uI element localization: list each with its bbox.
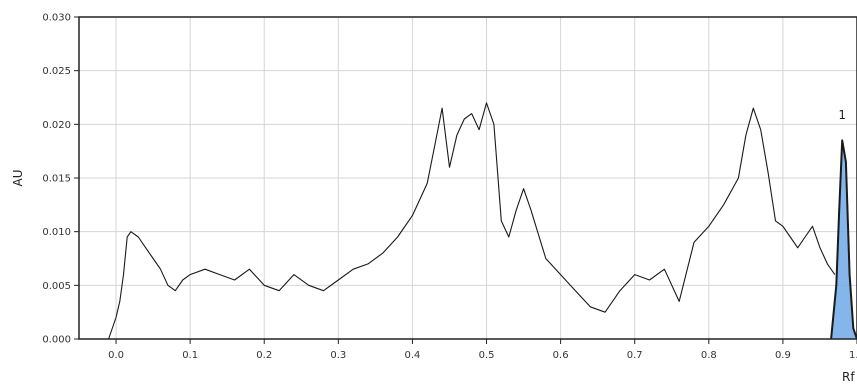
x-tick-label: 0.9 — [775, 350, 791, 361]
y-axis-label: AU — [11, 170, 25, 187]
peak-number-label: 1 — [838, 108, 846, 122]
y-tick-label: 0.015 — [42, 174, 71, 185]
series-layer — [79, 102, 857, 340]
x-tick-label: 0.7 — [627, 350, 643, 361]
y-tick-label: 0.010 — [42, 227, 71, 238]
x-tick-label: 0.2 — [256, 350, 272, 361]
densitogram-line — [79, 102, 836, 340]
x-tick-label: 0.8 — [701, 350, 717, 361]
y-tick-label: 0.000 — [42, 335, 71, 346]
x-tick-label: 0.6 — [553, 350, 569, 361]
x-tick-label: 0.4 — [404, 350, 420, 361]
x-tick-label: 0.1 — [182, 350, 198, 361]
x-axis-label: Rf — [842, 370, 855, 384]
x-tick-label: 0.3 — [330, 350, 346, 361]
x-tick-label: 0.5 — [479, 350, 495, 361]
y-tick-label: 0.005 — [42, 281, 71, 292]
y-tick-label: 0.020 — [42, 120, 71, 131]
y-tick-label: 0.030 — [42, 13, 71, 24]
x-tick-label: 1.0 — [849, 350, 857, 361]
x-tick-label: 0.0 — [108, 350, 124, 361]
peak-line — [830, 139, 857, 340]
ticks: 0.0 0.1 0.2 0.3 0.4 0.5 0.6 0.7 0.8 0.9 1.0 0.000 0.… — [42, 13, 857, 361]
y-tick-label: 0.025 — [42, 66, 71, 77]
annotations: 1 — [838, 108, 846, 122]
